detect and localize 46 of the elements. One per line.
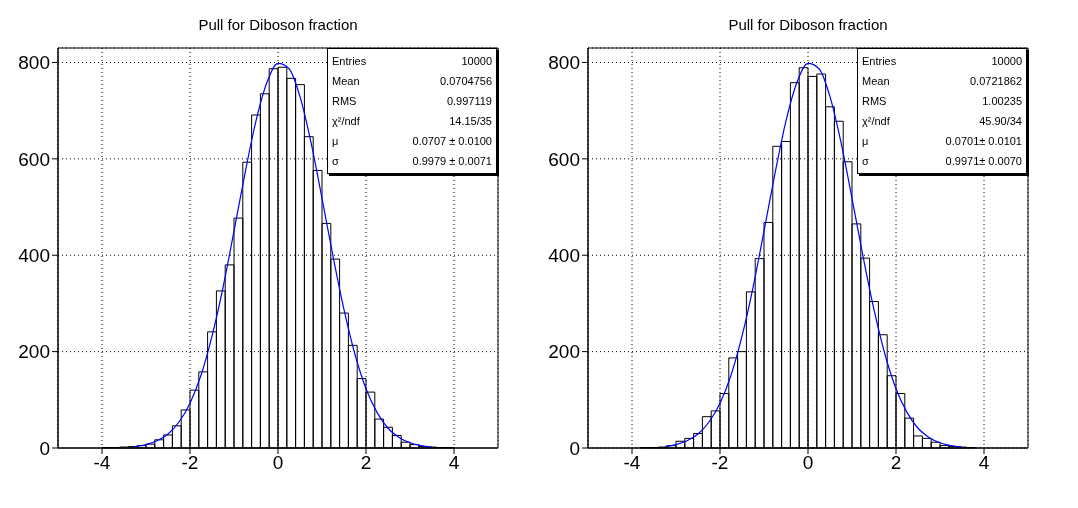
annotation: χ²/ndf	[332, 114, 360, 129]
annotation: Entries	[862, 54, 897, 69]
annotation: 0.0721862	[970, 74, 1022, 89]
annotation: 14.15/35	[449, 114, 492, 129]
x-tick-label: 2	[890, 452, 902, 474]
annotation: μ	[862, 134, 869, 149]
y-tick-label: 200	[548, 341, 580, 363]
y-tick-label: 400	[18, 244, 50, 266]
annotation: 1.00235	[982, 94, 1022, 109]
annotation: RMS	[332, 94, 357, 109]
x-tick-label: 2	[360, 452, 372, 474]
annotation: 0.0704756	[440, 74, 492, 89]
x-tick-label: -2	[181, 452, 199, 474]
x-tick-label: 0	[802, 452, 814, 474]
annotation: σ	[862, 154, 869, 169]
y-tick-label: 800	[548, 52, 580, 74]
annotation: 0.0707 ± 0.0100	[412, 134, 492, 149]
annotation: σ	[332, 154, 339, 169]
annotation: Mean	[332, 74, 360, 89]
annotation: 45.90/34	[979, 114, 1022, 129]
y-tick-label: 600	[548, 148, 580, 170]
x-tick-label: -4	[93, 452, 111, 474]
x-tick-label: -4	[623, 452, 641, 474]
x-tick-label: 4	[448, 452, 460, 474]
annotation: μ	[332, 134, 339, 149]
y-tick-label: 600	[18, 148, 50, 170]
annotation: 10000	[991, 54, 1022, 69]
x-tick-label: -2	[711, 452, 729, 474]
y-tick-label: 400	[548, 244, 580, 266]
y-tick-label: 200	[18, 341, 50, 363]
chart-title: Pull for Diboson fraction	[197, 16, 359, 33]
annotation: 0.0701± 0.0101	[945, 134, 1022, 149]
chart-title: Pull for Diboson fraction	[727, 16, 889, 33]
annotation: 0.9979 ± 0.0071	[412, 154, 492, 169]
x-tick-label: 0	[272, 452, 284, 474]
annotation: Mean	[862, 74, 890, 89]
y-tick-label: 0	[39, 437, 50, 459]
y-tick-label: 0	[569, 437, 580, 459]
annotation: 0.9971± 0.0070	[945, 154, 1022, 169]
annotation: Entries	[332, 54, 367, 69]
annotation: 0.997119	[446, 94, 492, 109]
annotation: RMS	[862, 94, 887, 109]
annotation: χ²/ndf	[862, 114, 890, 129]
annotation: 10000	[461, 54, 492, 69]
x-tick-label: 4	[978, 452, 990, 474]
y-tick-label: 800	[18, 52, 50, 74]
